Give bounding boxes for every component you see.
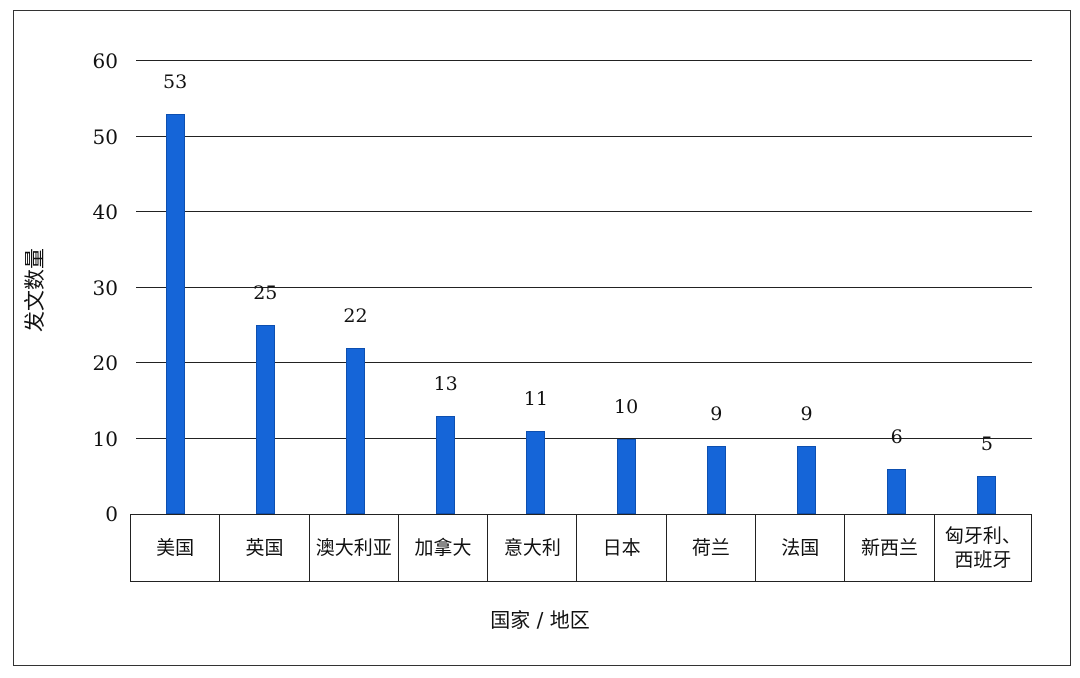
bar: [346, 347, 365, 514]
y-tick-label: 30: [92, 275, 118, 300]
y-tick-label: 20: [92, 351, 118, 375]
category-label: 意大利: [487, 515, 576, 581]
bar-value-label: 10: [614, 395, 639, 418]
category-label: 日本: [576, 515, 665, 581]
bar: [977, 476, 997, 514]
bar-value-label: 5: [980, 433, 993, 456]
bar-value-label: 22: [343, 304, 368, 327]
y-axis-label: 发文数量: [23, 248, 47, 332]
category-label: 新西兰: [844, 515, 933, 581]
bar: [797, 446, 816, 514]
gridline: [136, 362, 1032, 364]
bar: [526, 430, 546, 514]
category-label: 英国: [219, 515, 308, 581]
bar: [616, 438, 636, 514]
bar: [255, 325, 275, 514]
category-label: 加拿大: [397, 515, 487, 581]
category-label: 匈牙利、西班牙: [933, 515, 1031, 581]
bar-value-label: 13: [433, 372, 458, 395]
gridline: [136, 286, 1032, 288]
y-tick-label: 0: [105, 502, 118, 526]
category-label: 美国: [156, 537, 195, 559]
gridline: [136, 60, 1032, 62]
gridline: [136, 135, 1032, 137]
chart-frame: [13, 10, 1071, 666]
category-table: 美国 英国 澳大利亚 加拿大 意大利 日本 荷兰 法国 新西兰 匈牙利、西班牙: [130, 514, 1032, 582]
x-axis-label: 国家 / 地区: [490, 608, 590, 632]
bar-value-label: 9: [710, 403, 723, 426]
bar-value-label: 9: [800, 403, 813, 426]
bar: [436, 415, 456, 514]
y-tick-label: 60: [92, 49, 118, 73]
y-tick-label: 10: [92, 426, 118, 451]
bar-value-label: 25: [253, 282, 278, 305]
category-label: 澳大利亚: [308, 515, 398, 581]
bar-value-label: 11: [523, 387, 548, 410]
y-tick-label: 40: [92, 200, 118, 224]
bar: [706, 446, 726, 514]
category-label: 法国: [755, 515, 844, 581]
bar: [887, 468, 907, 514]
gridline: [136, 437, 1032, 439]
category-label: 荷兰: [665, 515, 755, 581]
bar-value-label: 6: [890, 425, 903, 448]
bar-value-label: 53: [163, 70, 188, 93]
gridline: [136, 211, 1032, 213]
bar: [165, 113, 185, 514]
y-tick-label: 50: [92, 124, 118, 149]
